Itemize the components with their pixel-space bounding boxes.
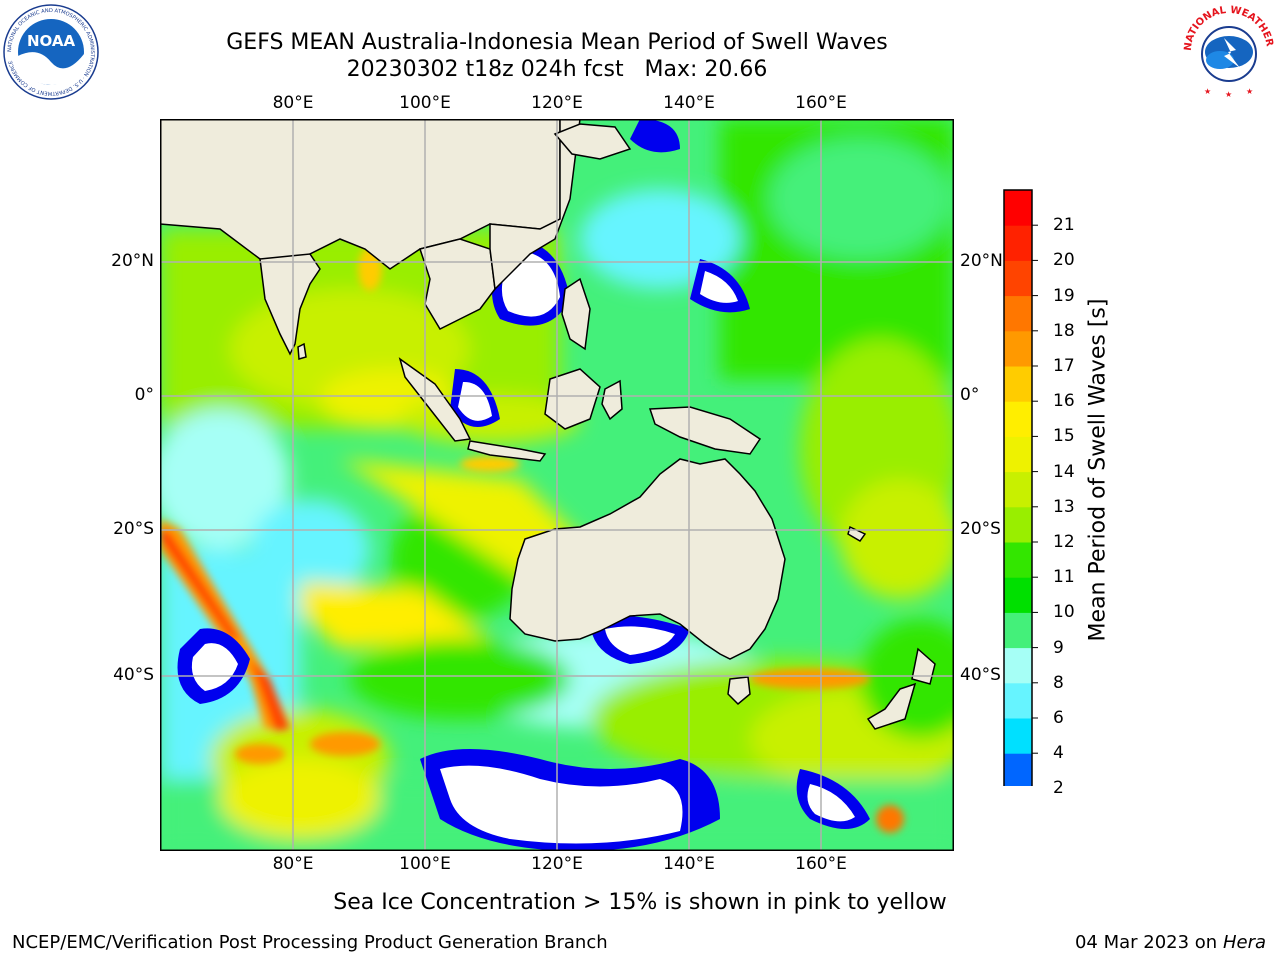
sumatra (398, 357, 472, 442)
colorbar-tick-label: 17 (1053, 356, 1075, 376)
sulawesi (601, 379, 623, 421)
lon-label-bottom-160e: 160°E (795, 854, 847, 874)
colorbar-segment (1004, 542, 1032, 578)
china-coast (489, 119, 581, 291)
lon-label-top-80e: 80°E (272, 93, 314, 113)
credit-date-text: 04 Mar 2023 on (1074, 932, 1218, 953)
map-subtitle: 20230302 t18z 024h fcst Max: 20.66 (346, 57, 768, 82)
colorbar-segment (1004, 577, 1032, 613)
low-swell-zones (177, 119, 870, 851)
colorbar (1003, 189, 1038, 786)
colorbar-segment (1004, 225, 1032, 261)
colorbar-segment (1004, 260, 1032, 297)
land-masses (160, 119, 936, 730)
svg-text:★: ★ (1225, 90, 1232, 99)
colorbar-tick-label: 4 (1053, 743, 1064, 764)
lat-label-right-40s: 40°S (960, 665, 1001, 685)
colorbar-tick-label: 18 (1053, 320, 1075, 341)
credit-producer: NCEP/EMC/Verification Post Processing Pr… (12, 932, 608, 953)
new-zealand-south (866, 682, 917, 730)
swell-period-map (160, 119, 954, 851)
colorbar-tick-label: 8 (1053, 672, 1064, 693)
colorbar-segment (1004, 295, 1032, 332)
colorbar-tick-label: 2 (1053, 778, 1064, 799)
colorbar-title: Mean Period of Swell Waves [s] (1085, 298, 1111, 642)
lon-label-top-140e: 140°E (663, 93, 715, 113)
colorbar-tick-label: 15 (1053, 426, 1075, 447)
colorbar-segment (1004, 366, 1032, 402)
lat-label-left-20s: 20°S (113, 519, 154, 539)
lon-label-bottom-120e: 120°E (531, 854, 583, 874)
colorbar-tick-label: 13 (1053, 496, 1075, 517)
lat-label-left-40s: 40°S (113, 665, 154, 685)
colorbar-segment (1004, 718, 1032, 754)
lon-label-bottom-140e: 140°E (663, 854, 715, 874)
colorbar-segment (1004, 401, 1032, 437)
svg-text:★: ★ (1246, 87, 1253, 96)
noaa-logo: NATIONAL OCEANIC AND ATMOSPHERIC ADMINIS… (3, 4, 99, 100)
noaa-logo-text: NOAA (27, 32, 76, 50)
lat-label-right-20n: 20°N (960, 251, 1003, 271)
graticule (160, 119, 954, 851)
nws-logo: NATIONAL WEATHER SERVICE ★ ★ ★ (1180, 2, 1276, 99)
colorbar-tick-label: 11 (1053, 567, 1075, 588)
lon-label-top-100e: 100°E (399, 93, 451, 113)
lat-label-right-0: 0° (960, 385, 980, 405)
colorbar-frame (1003, 189, 1033, 786)
colorbar-segment (1004, 190, 1032, 226)
map-frame (160, 119, 954, 851)
colorbar-tick-label: 20 (1053, 250, 1075, 271)
colorbar-segment (1004, 647, 1032, 684)
colorbar-segment (1004, 612, 1032, 649)
java (467, 440, 547, 462)
sea-ice-note: Sea Ice Concentration > 15% is shown in … (333, 890, 947, 915)
japan (553, 123, 632, 160)
colorbar-tick-label: 21 (1053, 215, 1075, 236)
colorbar-tick-label: 12 (1053, 532, 1075, 552)
colorbar-tick-label: 6 (1053, 708, 1064, 728)
lon-label-top-120e: 120°E (531, 93, 583, 113)
map-title: GEFS MEAN Australia-Indonesia Mean Perio… (226, 30, 888, 55)
lat-label-right-20s: 20°S (960, 519, 1001, 539)
credit-date: 04 Mar 2023 on Hera (1075, 932, 1266, 953)
colorbar-segment (1004, 330, 1032, 367)
colorbar-segment (1004, 682, 1032, 719)
colorbar-segment (1004, 753, 1032, 786)
philippines (561, 277, 591, 351)
lon-label-top-160e: 160°E (795, 93, 847, 113)
colorbar-segment (1004, 471, 1032, 508)
credit-machine: Hera (1222, 932, 1266, 953)
sri-lanka (297, 342, 307, 360)
lon-label-bottom-80e: 80°E (272, 854, 314, 874)
tasmania (727, 676, 751, 706)
colorbar-tick-label: 14 (1053, 461, 1075, 482)
svg-text:★: ★ (1204, 87, 1211, 96)
colorbar-tick-label: 10 (1053, 602, 1075, 623)
borneo (544, 368, 601, 430)
lat-label-left-20n: 20°N (111, 251, 154, 271)
lat-label-left-0: 0° (134, 385, 154, 405)
colorbar-segment (1004, 436, 1032, 473)
colorbar-tick-label: 16 (1053, 391, 1075, 412)
colorbar-tick-label: 9 (1053, 637, 1064, 658)
australia (509, 458, 786, 660)
colorbar-tick-label: 19 (1053, 285, 1075, 306)
new-guinea (648, 406, 762, 455)
lon-label-bottom-100e: 100°E (399, 854, 451, 874)
colorbar-segment (1004, 506, 1032, 543)
